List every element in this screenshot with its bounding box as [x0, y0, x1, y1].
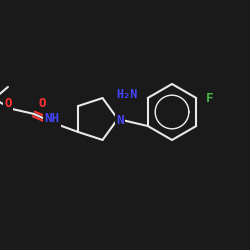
Text: O: O: [4, 98, 12, 110]
Text: H₂N: H₂N: [116, 88, 138, 101]
Text: N: N: [116, 114, 124, 126]
Text: F: F: [206, 92, 214, 104]
Text: O: O: [38, 98, 46, 110]
Text: NH: NH: [44, 112, 60, 126]
